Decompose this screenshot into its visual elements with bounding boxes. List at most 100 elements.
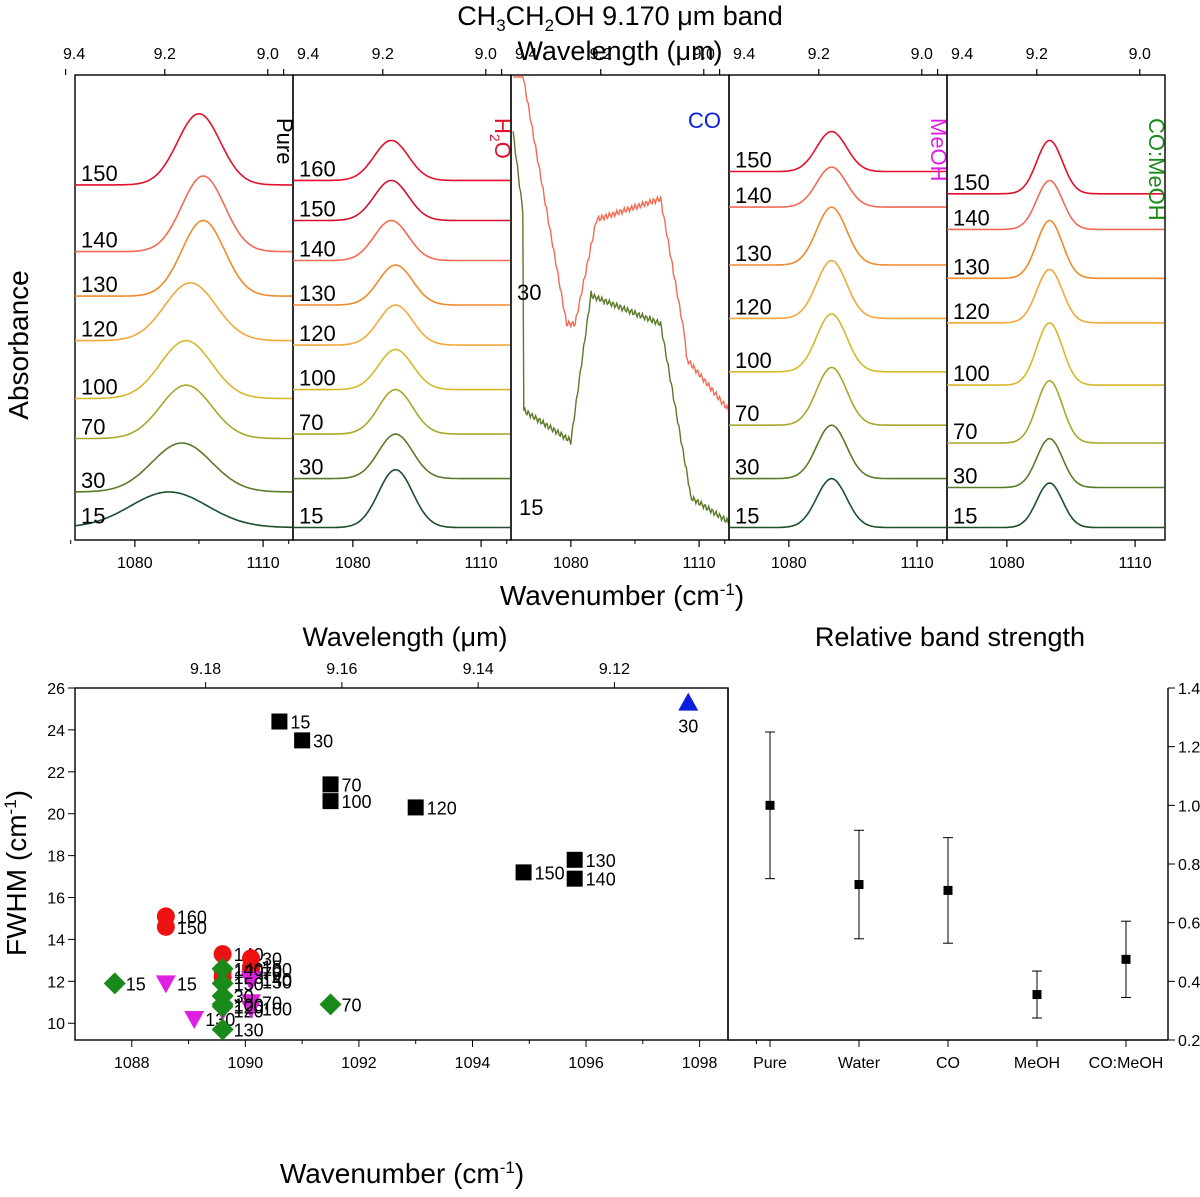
curve-temp-label: 70 [735, 401, 759, 426]
point-label: 100 [342, 792, 372, 812]
spectrum-curve [75, 282, 293, 342]
curve-temp-label: 150 [735, 148, 772, 173]
top-tick-label: 9.12 [599, 661, 630, 678]
curve-temp-label: 120 [81, 317, 118, 342]
spectrum-curve [75, 384, 293, 440]
y-tick-label: 1.2 [1178, 740, 1200, 757]
marker-circle [156, 917, 175, 936]
x-tick-label: 1098 [682, 1055, 718, 1072]
spectrum-curve [729, 313, 947, 373]
curve-temp-label: 120 [299, 321, 336, 346]
point-label: 15 [177, 974, 197, 994]
point-label: 70 [262, 964, 282, 984]
x-tick-label: 1080 [117, 555, 153, 572]
y-tick-label: 18 [47, 849, 65, 866]
spectrum-curve [293, 139, 511, 182]
spectrum-curve [729, 477, 947, 529]
fwhm-frame [74, 687, 729, 1041]
spectrum-curve [74, 442, 293, 493]
fwhm-top-axis-label: Wavelength (μm) [302, 622, 507, 652]
y-tick-label: 0.2 [1178, 1033, 1200, 1050]
x-tick-label: 1110 [900, 555, 933, 572]
spectrum-curve [293, 264, 511, 306]
curve-temp-label: 100 [81, 375, 118, 400]
curve-temp-label: 30 [299, 455, 323, 480]
top-tick-label: 9.0 [475, 46, 497, 63]
point-label: 150 [535, 863, 565, 883]
curve-temp-label: 15 [299, 504, 323, 529]
curve-temp-label: 100 [735, 348, 772, 373]
point-label: 100 [262, 1000, 292, 1020]
spectrum-curve [729, 366, 947, 426]
spectrum-curve [729, 130, 947, 173]
marker-diamond [211, 1018, 234, 1041]
curve-temp-label: 130 [299, 281, 336, 306]
category-label: CO:MeOH [1089, 1055, 1164, 1072]
curve-temp-label: 140 [953, 205, 990, 230]
marker-square [566, 851, 583, 868]
fwhm-x-axis-label: Wavenumber (cm-1) [280, 1158, 524, 1189]
point-label: 140 [262, 970, 292, 990]
top-tick-label: 9.4 [63, 46, 85, 63]
point-label: 15 [290, 713, 310, 733]
subplot-label: CO [688, 108, 721, 133]
curve-temp-label: 15 [519, 495, 543, 520]
strength-point [854, 880, 864, 890]
spectra-y-axis-label: Absorbance [3, 270, 34, 419]
marker-square [566, 870, 583, 887]
top-tick-label: 9.2 [154, 46, 176, 63]
marker-square [322, 776, 339, 793]
marker-square [322, 793, 339, 810]
spectrum-curve [293, 433, 511, 480]
top-tick-label: 9.2 [590, 46, 612, 63]
y-tick-label: 0.6 [1178, 916, 1200, 933]
point-label: 30 [678, 717, 698, 737]
spectrum-curve [75, 219, 293, 297]
top-tick-label: 9.14 [463, 661, 494, 678]
spectrum-curve [74, 491, 293, 529]
spectrum-curve [293, 388, 511, 435]
spectrum-curve [947, 219, 1165, 280]
curve-temp-label: 140 [735, 183, 772, 208]
band-strength-title: Relative band strength [815, 622, 1085, 652]
top-tick-label: 9.0 [911, 46, 933, 63]
curve-temp-label: 150 [299, 197, 336, 222]
curve-temp-label: 70 [81, 415, 105, 440]
marker-diamond [211, 995, 234, 1018]
curve-temp-label: 30 [953, 464, 977, 489]
marker-diamond [211, 972, 234, 995]
point-label: 100 [262, 960, 292, 980]
top-tick-label: 9.2 [1026, 46, 1048, 63]
top-tick-label: 9.4 [297, 46, 319, 63]
spectrum-curve [947, 322, 1165, 386]
curve-temp-label: 120 [735, 294, 772, 319]
point-label: 160 [177, 907, 207, 927]
curve-temp-label: 150 [953, 170, 990, 195]
point-label: 130 [234, 1021, 264, 1041]
strength-point [1121, 954, 1131, 964]
y-tick-label: 22 [47, 765, 65, 782]
point-label: 120 [427, 798, 457, 818]
top-tick-label: 9.4 [951, 46, 973, 63]
top-tick-label: 9.2 [372, 46, 394, 63]
y-tick-label: 0.8 [1178, 857, 1200, 874]
marker-square [407, 799, 424, 816]
x-tick-label: 1110 [682, 555, 715, 572]
marker-diamond [319, 993, 342, 1016]
point-label: 30 [234, 987, 254, 1007]
x-tick-label: 1096 [568, 1055, 604, 1072]
spectrum-curve [75, 113, 293, 186]
spectra-x-axis-label: Wavenumber (cm-1) [500, 580, 744, 611]
y-tick-label: 14 [47, 932, 65, 949]
curve-temp-label: 130 [735, 241, 772, 266]
category-label: Water [838, 1055, 881, 1072]
spectrum-curve [293, 304, 511, 346]
x-tick-label: 1090 [228, 1055, 264, 1072]
point-label: 150 [177, 918, 207, 938]
spectrum-curve [293, 348, 511, 391]
spectrum-curve [729, 166, 947, 208]
x-tick-label: 1110 [246, 555, 279, 572]
x-tick-label: 1080 [553, 555, 589, 572]
point-label: 15 [262, 958, 282, 978]
